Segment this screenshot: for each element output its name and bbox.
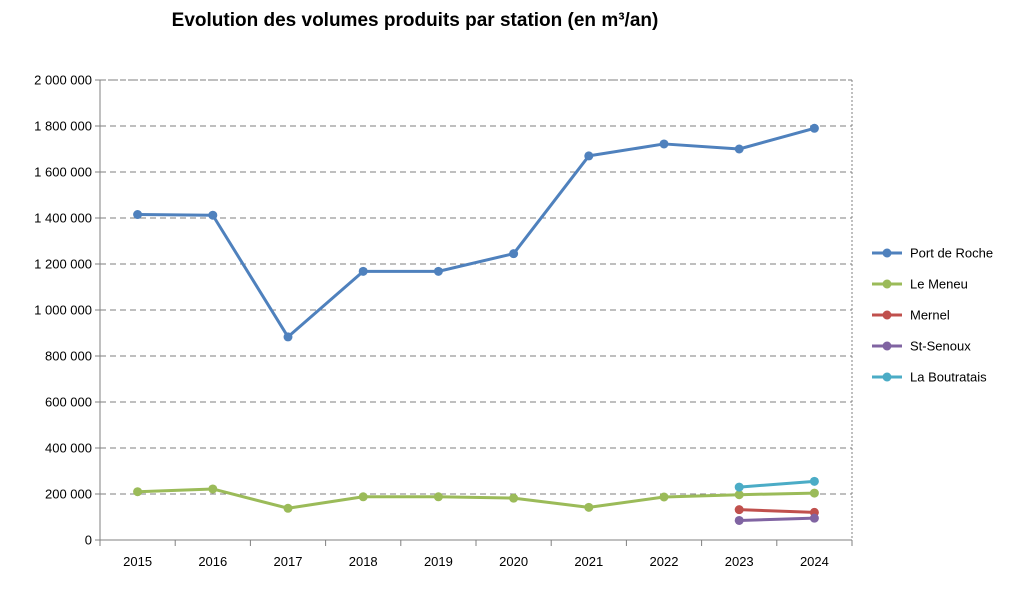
y-tick-label: 1 400 000 — [34, 211, 92, 226]
chart-title: Evolution des volumes produits par stati… — [171, 10, 659, 31]
series-line-la-boutratais — [739, 479, 815, 489]
data-point-le-meneu — [809, 488, 819, 498]
data-point-le-meneu — [358, 492, 368, 502]
axes: 0 200 000 400 000 600 000 800 000 1 000 000 1 … — [34, 73, 853, 569]
x-tick-label: 2015 — [123, 554, 152, 569]
y-tick-label: 1 200 000 — [34, 257, 92, 272]
legend-marker-mernel — [882, 310, 892, 320]
legend-label-port-de-roche: Port de Roche — [910, 246, 993, 261]
y-tick-label: 800 000 — [45, 349, 92, 364]
data-point-port-de-roche — [208, 210, 218, 220]
x-tick-label: 2021 — [574, 554, 603, 569]
legend: Port de Roche Le Meneu Mernel St-Senoux La B… — [872, 246, 993, 385]
data-point-le-meneu — [433, 492, 443, 502]
data-point-le-meneu — [734, 490, 744, 500]
legend-label-le-meneu: Le Meneu — [910, 277, 968, 292]
series-lines — [133, 123, 819, 525]
data-point-le-meneu — [584, 502, 594, 512]
series-line-le-meneu — [137, 487, 815, 510]
legend-marker-le-meneu — [882, 279, 892, 289]
data-point-st-senoux — [809, 513, 819, 523]
data-point-port-de-roche — [809, 123, 819, 133]
legend-marker-st-senoux — [882, 341, 892, 351]
data-point-le-meneu — [659, 492, 669, 502]
data-point-port-de-roche — [659, 139, 669, 149]
x-tick-label: 2024 — [800, 554, 829, 569]
data-point-le-meneu — [283, 503, 293, 513]
y-tick-label: 200 000 — [45, 487, 92, 502]
x-tick-label: 2017 — [274, 554, 303, 569]
x-tick-label: 2016 — [198, 554, 227, 569]
data-point-port-de-roche — [358, 266, 368, 276]
data-point-le-meneu — [509, 493, 519, 503]
y-tick-label: 1 600 000 — [34, 165, 92, 180]
x-tick-label: 2018 — [349, 554, 378, 569]
x-tick-label: 2022 — [650, 554, 679, 569]
y-tick-label: 0 — [85, 533, 92, 548]
x-tick-label: 2019 — [424, 554, 453, 569]
y-tick-label: 600 000 — [45, 395, 92, 410]
data-point-port-de-roche — [584, 151, 594, 161]
data-point-port-de-roche — [509, 249, 519, 259]
data-point-port-de-roche — [734, 144, 744, 154]
data-point-le-meneu — [208, 484, 218, 494]
y-tick-label: 1 000 000 — [34, 303, 92, 318]
y-tick-label: 1 800 000 — [34, 119, 92, 134]
y-tick-label: 2 000 000 — [34, 73, 92, 88]
data-point-port-de-roche — [283, 332, 293, 342]
x-tick-label: 2023 — [725, 554, 754, 569]
data-point-port-de-roche — [133, 210, 143, 220]
data-point-le-meneu — [133, 487, 143, 497]
legend-marker-port-de-roche — [882, 248, 892, 258]
legend-marker-la-boutratais — [882, 372, 892, 382]
data-point-mernel — [734, 505, 744, 515]
series-line-st-senoux — [739, 516, 815, 522]
data-point-la-boutratais — [734, 482, 744, 492]
data-point-la-boutratais — [809, 476, 819, 486]
series-line-mernel — [739, 508, 815, 514]
series-line-port-de-roche — [137, 126, 815, 339]
data-point-st-senoux — [734, 515, 744, 525]
y-tick-label: 400 000 — [45, 441, 92, 456]
data-point-port-de-roche — [433, 266, 443, 276]
legend-label-mernel: Mernel — [910, 308, 950, 323]
gridlines — [100, 79, 852, 495]
x-tick-label: 2020 — [499, 554, 528, 569]
legend-label-la-boutratais: La Boutratais — [910, 370, 987, 385]
legend-label-st-senoux: St-Senoux — [910, 339, 971, 354]
